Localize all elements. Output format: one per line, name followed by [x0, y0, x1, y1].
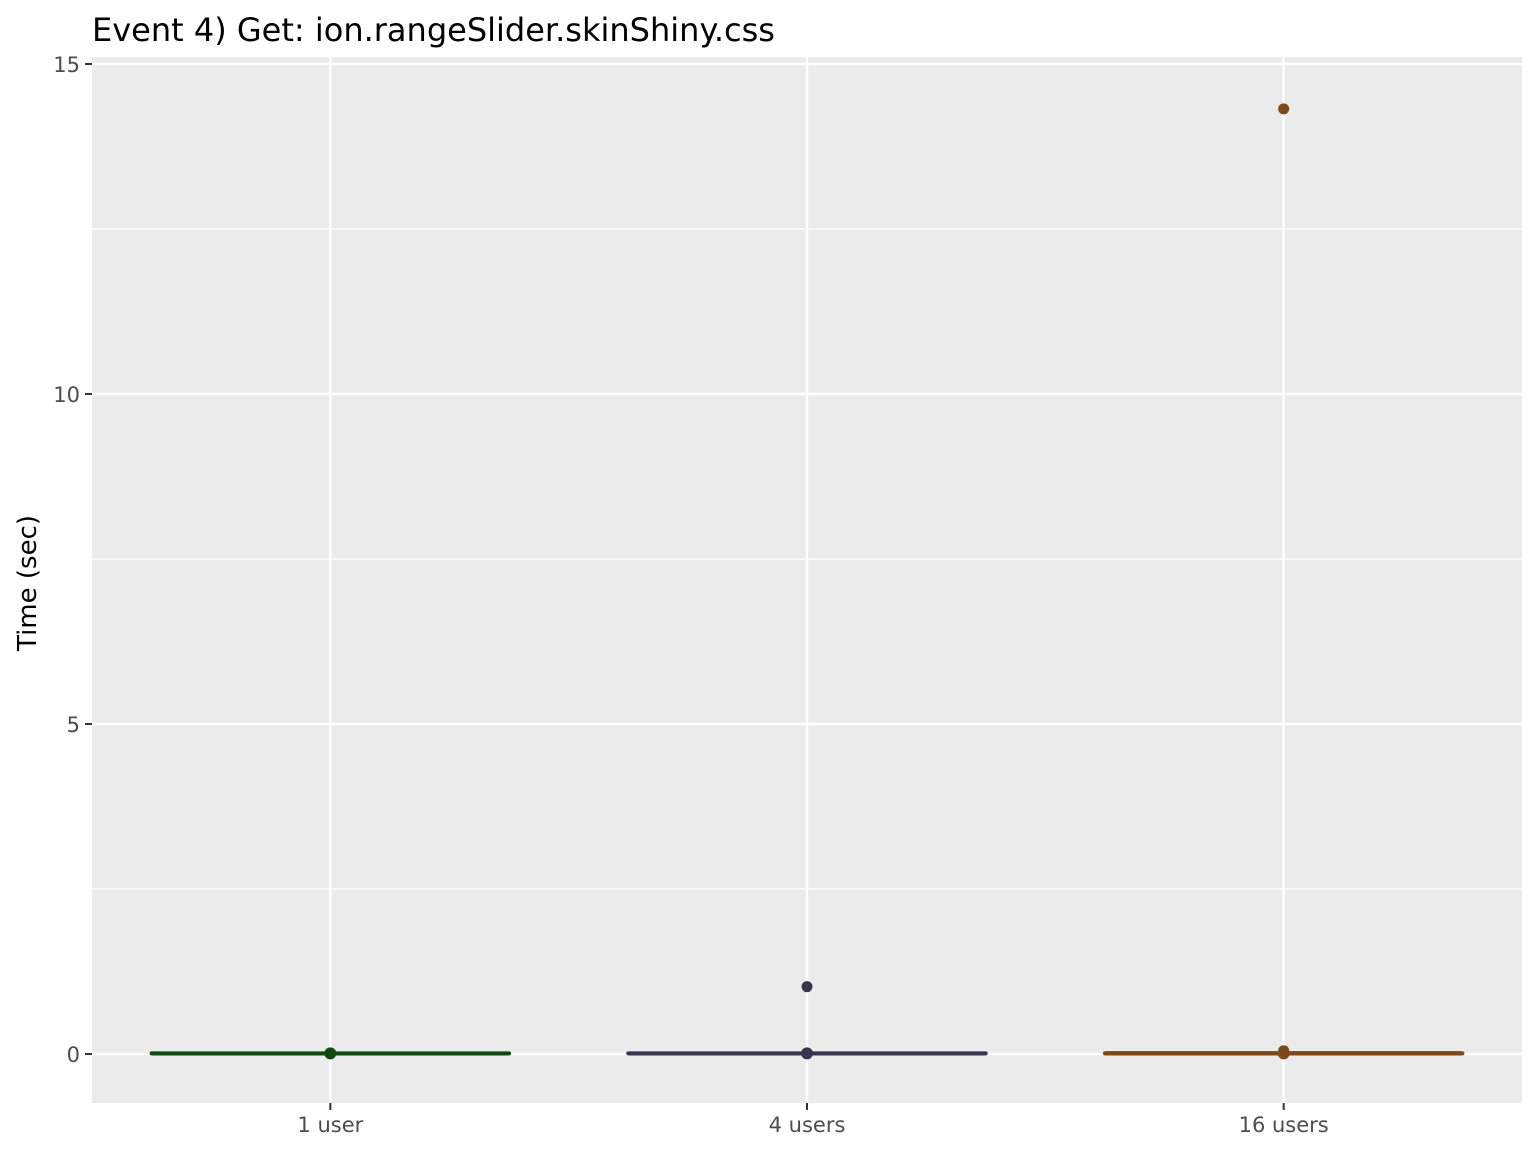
gridlines [92, 57, 1522, 1103]
y-tick-label: 0 [67, 1043, 80, 1067]
y-tick-label: 5 [67, 713, 80, 737]
box-4-users [626, 981, 988, 1060]
outlier-point [1278, 1045, 1290, 1057]
outlier-point [801, 981, 813, 993]
y-tick-label: 10 [53, 383, 80, 407]
box-1-user [149, 1047, 512, 1060]
x-tick-label: 4 users [769, 1113, 846, 1137]
y-axis-title: Time (sec) [13, 515, 43, 652]
y-tick-label: 15 [53, 53, 80, 77]
x-tick-label: 16 users [1239, 1113, 1329, 1137]
chart-title: Event 4) Get: ion.rangeSlider.skinShiny.… [92, 11, 775, 49]
x-axis: 1 user 4 users 16 users [297, 1103, 1329, 1137]
data-marks [149, 103, 1465, 1060]
x-tick-label: 1 user [297, 1113, 363, 1137]
y-axis: 0 5 10 15 [53, 53, 92, 1067]
outlier-point [1278, 103, 1290, 115]
center-point [801, 1047, 813, 1060]
center-point [324, 1047, 337, 1060]
box-16-users [1102, 103, 1465, 1060]
